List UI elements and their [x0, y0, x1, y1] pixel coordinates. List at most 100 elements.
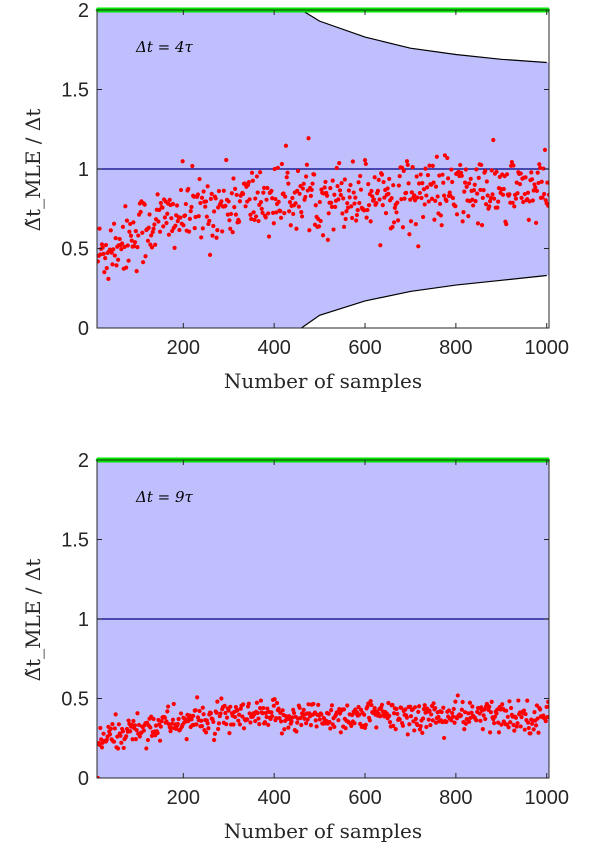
data-point [446, 708, 452, 713]
data-point [417, 190, 422, 196]
data-point [153, 723, 159, 728]
data-point [356, 180, 361, 185]
data-point [286, 725, 291, 730]
data-point [99, 745, 105, 750]
data-point [228, 226, 233, 231]
data-point [537, 162, 542, 167]
data-point [535, 716, 540, 721]
data-point [437, 201, 443, 206]
data-point [325, 237, 330, 242]
data-point [178, 187, 184, 193]
data-point [364, 215, 369, 220]
data-point [404, 159, 410, 164]
data-point [119, 740, 124, 745]
data-point [434, 154, 439, 159]
data-point [437, 173, 442, 178]
data-point [253, 196, 258, 201]
data-point [291, 710, 297, 716]
data-point [191, 713, 196, 719]
data-point [226, 199, 231, 204]
data-point [291, 211, 296, 217]
data-point [322, 185, 327, 190]
data-point [453, 204, 458, 209]
data-point [499, 722, 504, 727]
data-point [441, 193, 447, 198]
data-point [147, 212, 152, 217]
data-point [241, 702, 246, 707]
data-point [453, 699, 458, 704]
data-point [356, 704, 361, 710]
data-point [203, 199, 209, 204]
data-point [442, 153, 448, 158]
data-point [476, 175, 481, 180]
data-point [528, 731, 533, 736]
data-point [307, 228, 312, 233]
data-point [276, 706, 281, 711]
data-point [480, 195, 485, 201]
data-point [405, 732, 410, 737]
data-point [387, 713, 392, 718]
data-point [484, 179, 489, 184]
data-point [124, 218, 130, 223]
data-point [418, 724, 423, 729]
data-point [101, 731, 106, 736]
data-point [394, 706, 399, 712]
data-point [216, 726, 221, 732]
data-point [251, 210, 256, 215]
data-point [169, 216, 174, 221]
data-point [281, 191, 286, 196]
data-point [182, 213, 188, 218]
data-point [170, 717, 176, 722]
data-point [206, 726, 211, 731]
data-point [309, 187, 314, 193]
data-point [446, 176, 451, 181]
data-point [111, 221, 117, 226]
data-point [129, 238, 134, 243]
data-point [332, 192, 337, 197]
data-point [460, 699, 465, 705]
data-point [319, 712, 324, 717]
data-point [421, 716, 426, 721]
data-point [350, 712, 355, 718]
data-point [135, 245, 140, 250]
y-tick-label: 1 [78, 609, 89, 631]
data-point [397, 173, 402, 179]
data-point [427, 163, 432, 168]
data-point [131, 718, 136, 724]
data-point [343, 216, 348, 222]
data-point [167, 197, 172, 202]
data-point [466, 214, 471, 219]
data-point [107, 732, 113, 737]
data-point [274, 210, 279, 215]
data-point [404, 190, 409, 195]
data-point [488, 195, 493, 201]
data-point [295, 188, 300, 193]
data-point [512, 204, 517, 209]
data-point [487, 704, 492, 709]
data-point [317, 717, 322, 722]
data-point [181, 223, 186, 228]
data-point [120, 729, 126, 734]
data-point [231, 176, 236, 181]
data-point [302, 716, 307, 721]
data-point [99, 737, 104, 742]
band-upper-edge [301, 10, 547, 64]
data-point [313, 203, 318, 208]
data-point [390, 702, 395, 708]
data-point [421, 187, 427, 192]
data-point [529, 170, 534, 175]
data-point [404, 715, 410, 720]
data-point [236, 718, 241, 723]
data-point [349, 204, 354, 209]
delta-t-annotation: Δt = 9τ [135, 488, 194, 506]
data-point [394, 210, 399, 215]
data-point [199, 718, 204, 723]
data-point [321, 715, 326, 721]
data-point [306, 136, 311, 141]
data-point [157, 229, 163, 234]
data-point [186, 229, 192, 234]
data-point [368, 219, 373, 224]
data-point [515, 191, 520, 196]
x-tick-label: 600 [348, 337, 381, 359]
